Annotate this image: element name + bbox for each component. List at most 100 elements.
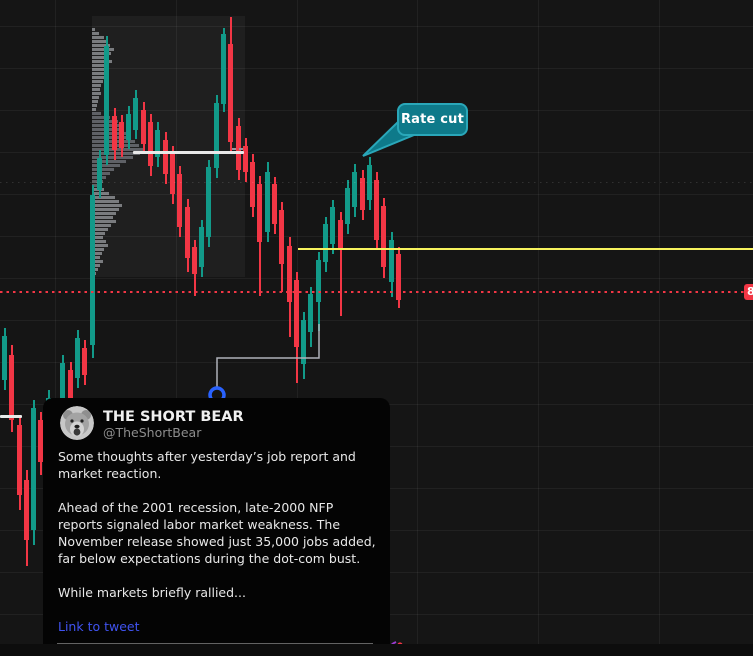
volume-profile-bar [92,204,122,207]
candle-body [2,336,7,380]
volume-profile-bar [92,240,106,243]
faint-dotted-level [0,182,753,183]
candle-body [148,122,153,166]
volume-profile-bar [92,48,114,51]
volume-profile-bar [92,216,113,219]
candle-body [243,146,248,172]
candle-body [38,420,43,462]
tweet-card-divider [57,643,373,644]
volume-profile-bar [92,220,116,223]
volume-profile-bar [92,236,103,239]
price-tag: 8 [744,284,753,300]
grid-hline [0,68,753,69]
volume-profile-bar [92,32,99,35]
grid-hline [0,152,753,153]
candle-body [316,260,321,302]
candle-body [374,180,379,240]
grid-vline [55,0,56,656]
candle-body [112,116,117,150]
volume-profile-bar [92,212,116,215]
candle-body [221,34,226,104]
candle-body [133,98,138,130]
candle-body [75,338,80,378]
candle-body [82,348,87,375]
tweet-author-handle: @TheShortBear [103,425,202,440]
candle-body [104,46,109,155]
candle-body [250,162,255,207]
candle-body [265,172,270,232]
tweet-paragraph-2: Ahead of the 2001 recession, late-2000 N… [58,500,376,566]
volume-profile-bar [92,184,101,187]
volume-profile-bar [92,136,130,139]
candle-body [330,207,335,244]
volume-profile-bar [92,260,103,263]
yellow-horizontal-line[interactable] [298,248,753,250]
volume-profile-bar [92,268,98,271]
candle-body [214,103,219,168]
red-dotted-price-line[interactable] [0,291,744,293]
volume-profile-bar [92,196,115,199]
candle-body [301,320,306,364]
candle-body [155,130,160,157]
volume-profile-bar [92,248,104,251]
candle-body [126,114,131,140]
volume-profile-bar [92,108,96,111]
candle-body [170,154,175,194]
tweet-body-text: Some thoughts after yesterday’s job repo… [58,448,377,635]
bear-avatar-image [60,406,94,440]
volume-profile-bar [92,160,126,163]
volume-profile-bar [92,132,126,135]
volume-profile-bar [92,232,105,235]
rate-cut-callout[interactable]: Rate cut [397,103,468,136]
volume-profile-bar [92,68,106,71]
tweet-paragraph-1: Some thoughts after yesterday’s job repo… [58,449,356,481]
volume-profile-bar [92,104,97,107]
volume-profile-bar [92,228,108,231]
volume-profile-bar [92,84,101,87]
volume-profile-bar [92,92,101,95]
tweet-identity: THE SHORT BEAR @TheShortBear [103,406,244,440]
candle-body [163,140,168,174]
volume-profile-bar [92,72,104,75]
candle-body [367,165,372,200]
grid-hline [0,362,753,363]
volume-profile-bar [92,168,114,171]
pane-bottom-edge [0,644,753,656]
white-horizontal-line-left[interactable] [0,415,22,418]
candle-body [294,280,299,347]
price-tag-text: 8 [747,285,753,298]
volume-profile-bar [92,192,109,195]
volume-profile-bar [92,152,140,155]
volume-profile-bar [92,28,95,31]
grid-hline [0,320,753,321]
candle-body [228,44,233,142]
white-horizontal-line[interactable] [133,151,244,154]
doji-dash-marks [232,148,246,150]
volume-profile-bar [92,76,107,79]
tweet-card: THE SHORT BEAR @TheShortBear Some though… [43,398,390,656]
candle-body [360,178,365,210]
volume-profile-bar [92,256,100,259]
candle-body [9,355,14,420]
volume-profile-bar [92,200,119,203]
volume-profile-bar [92,148,144,151]
candle-body [389,240,394,282]
candle-body [206,167,211,237]
candle-body [323,224,328,262]
grid-hline [0,278,753,279]
volume-profile-bar [92,56,108,59]
candle-body [177,174,182,227]
tweet-author-name: THE SHORT BEAR [103,409,244,425]
candle-body [345,188,350,224]
volume-profile-bar [92,44,110,47]
avatar [60,406,94,440]
candle-body [68,370,73,400]
candle-body [338,220,343,250]
candle-body [90,195,95,345]
volume-profile-bar [92,252,102,255]
tweet-header: THE SHORT BEAR @TheShortBear [60,406,244,440]
candle-body [185,207,190,258]
link-to-tweet[interactable]: Link to tweet [58,619,140,634]
grid-hline [0,110,753,111]
